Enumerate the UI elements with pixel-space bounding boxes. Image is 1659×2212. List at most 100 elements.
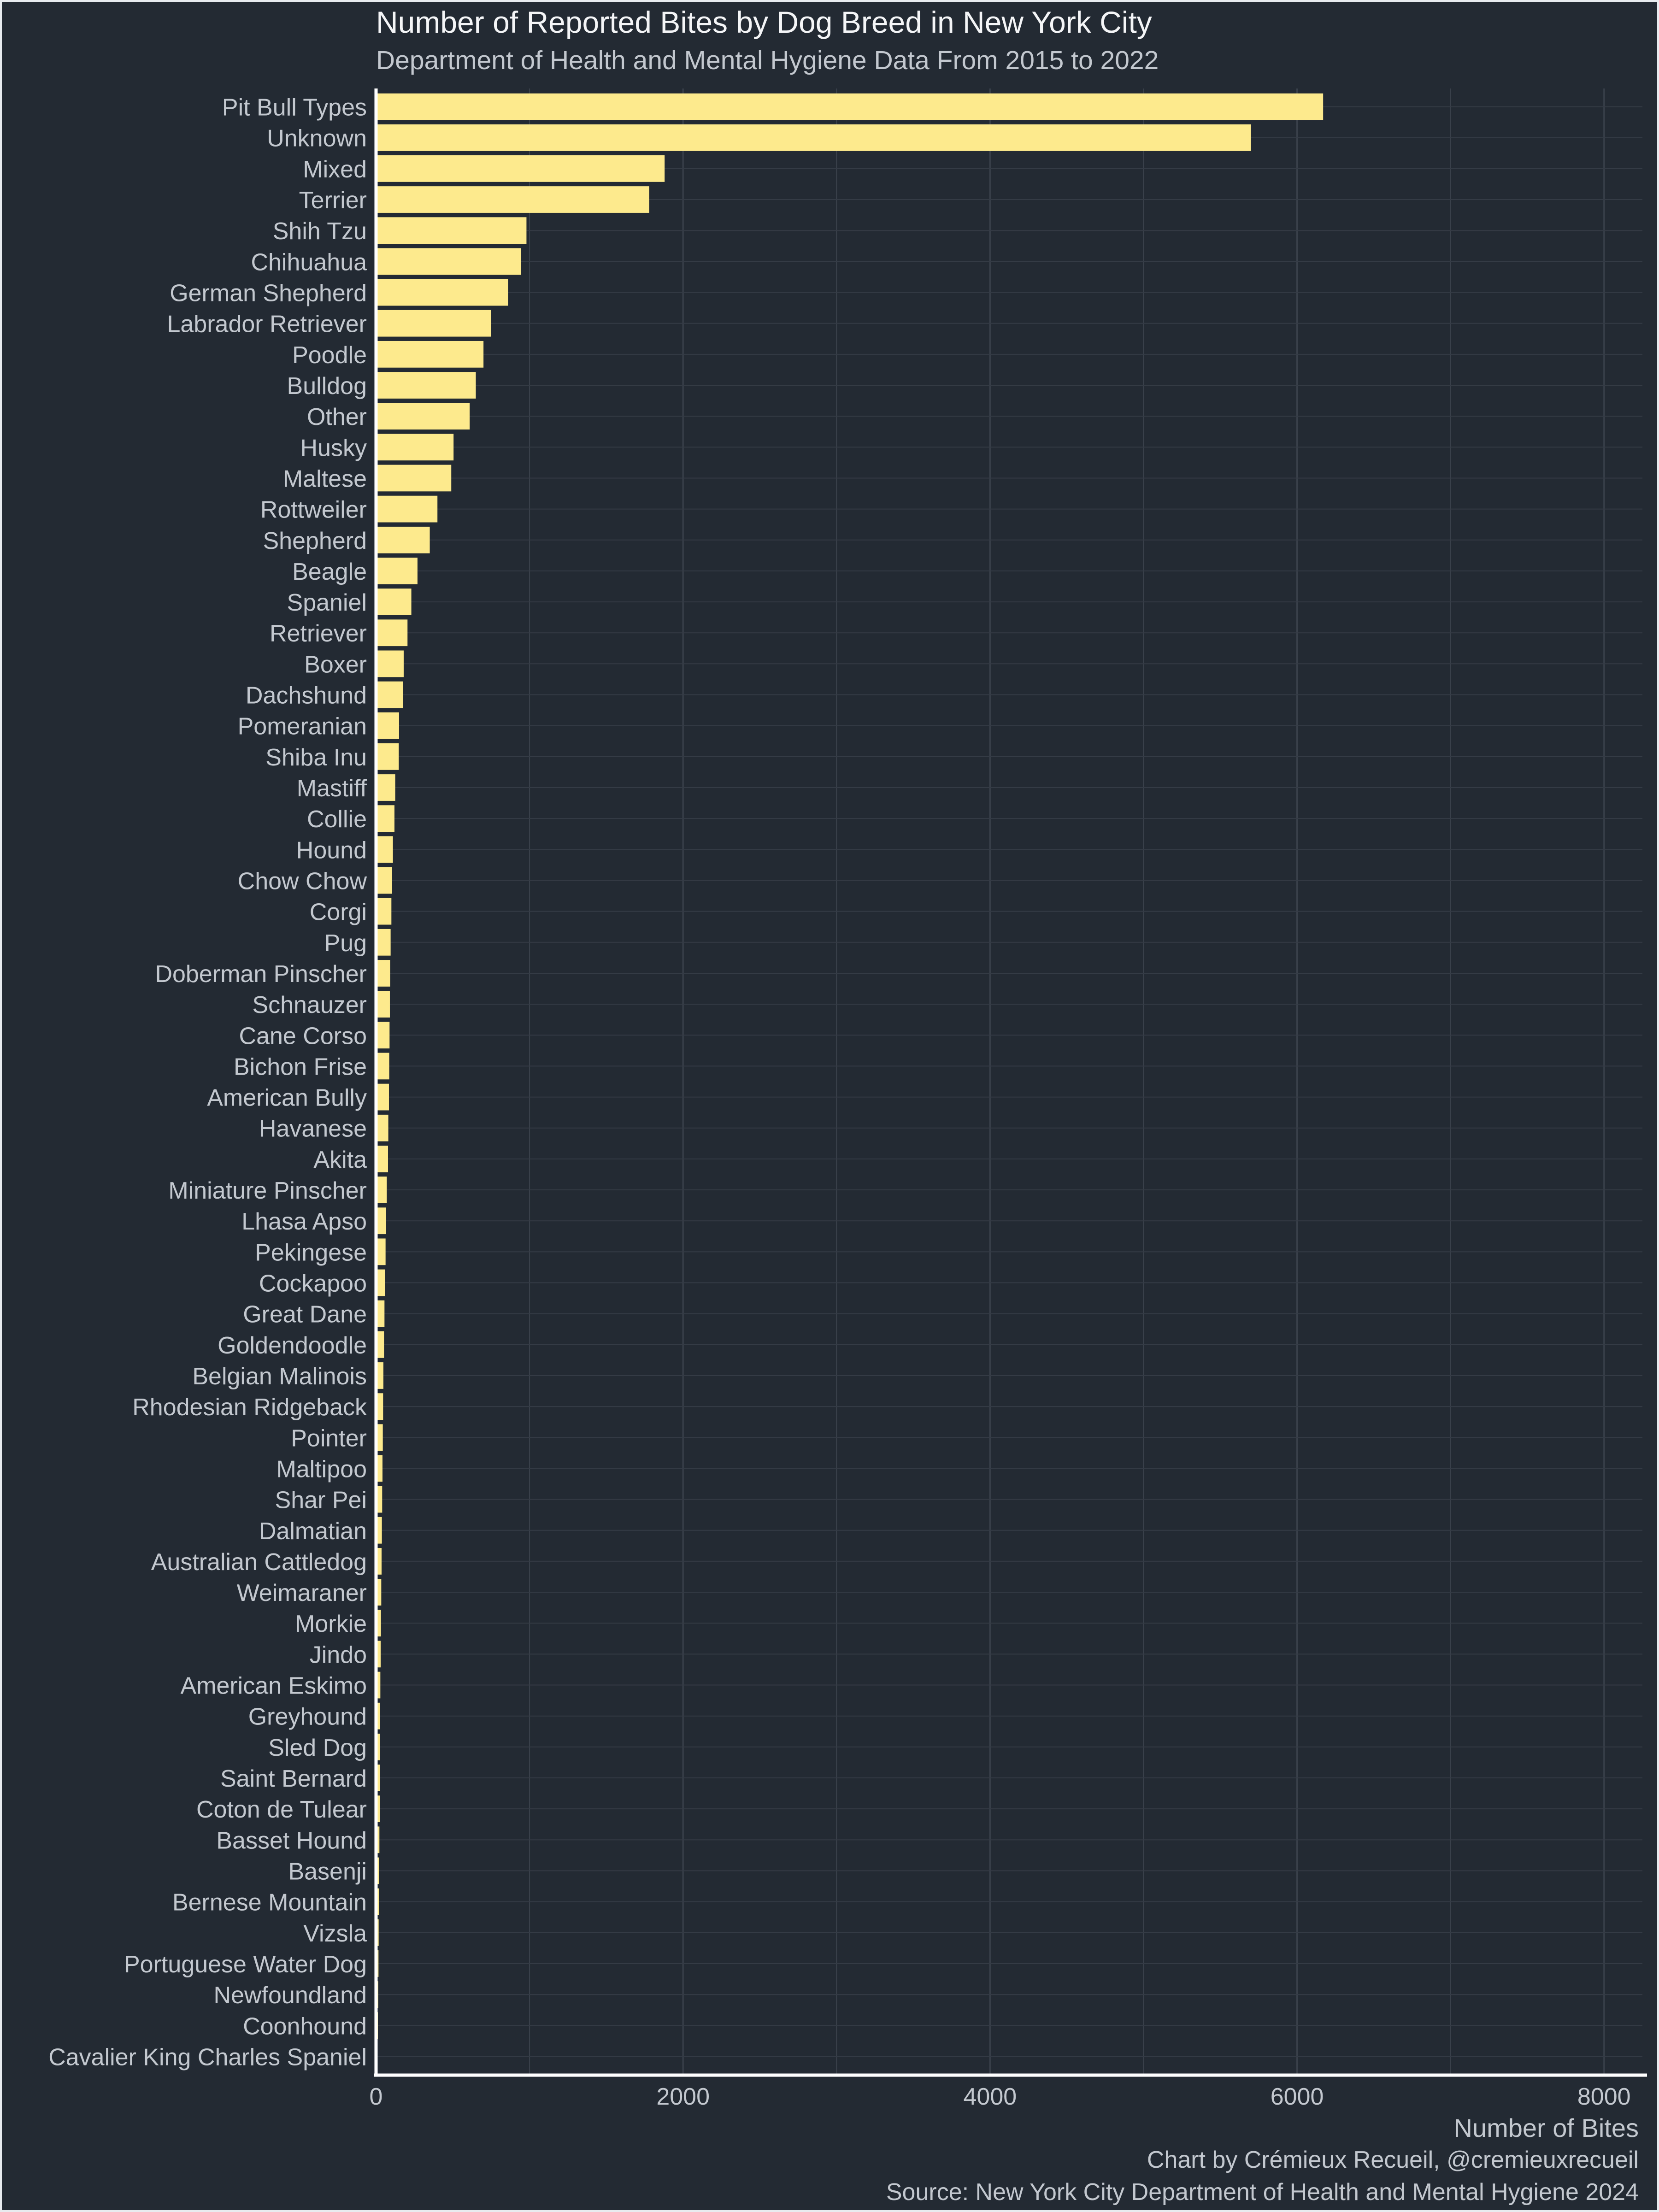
y-tick-label: Vizsla bbox=[303, 1920, 367, 1947]
y-tick-label: Jindo bbox=[310, 1641, 367, 1668]
y-tick-label: Saint Bernard bbox=[220, 1765, 367, 1792]
bar bbox=[376, 619, 408, 647]
bar bbox=[376, 372, 476, 399]
y-tick-label: Other bbox=[307, 404, 367, 430]
y-tick-label: Havanese bbox=[259, 1116, 367, 1142]
y-tick-label: Great Dane bbox=[243, 1301, 367, 1328]
y-tick-label: Husky bbox=[300, 435, 367, 461]
x-tick-label: 4000 bbox=[964, 2083, 1017, 2110]
bar bbox=[376, 1826, 380, 1853]
bar bbox=[376, 805, 394, 832]
y-tick-label: Dachshund bbox=[246, 682, 367, 709]
bar bbox=[376, 929, 391, 956]
bar bbox=[376, 1671, 381, 1699]
y-tick-label: Hound bbox=[296, 837, 367, 864]
y-tick-label: Spaniel bbox=[287, 589, 367, 616]
y-tick-label: Shiba Inu bbox=[265, 744, 367, 771]
y-tick-label: Rottweiler bbox=[260, 497, 367, 524]
chart-title: Number of Reported Bites by Dog Breed in… bbox=[376, 5, 1152, 39]
y-tick-label: Bulldog bbox=[287, 373, 367, 400]
y-tick-label: Schnauzer bbox=[252, 992, 367, 1018]
y-tick-label: Cavalier King Charles Spaniel bbox=[48, 2044, 367, 2071]
bar bbox=[376, 558, 418, 584]
y-tick-label: Greyhound bbox=[248, 1704, 367, 1730]
y-tick-label: Pomeranian bbox=[238, 713, 367, 740]
y-tick-label: Newfoundland bbox=[214, 1982, 367, 2009]
bar bbox=[376, 93, 1324, 120]
bar bbox=[376, 1795, 380, 1823]
chart-subtitle: Department of Health and Mental Hygiene … bbox=[376, 46, 1159, 75]
bar bbox=[376, 279, 508, 306]
y-tick-label: Pekingese bbox=[255, 1239, 367, 1266]
bar bbox=[376, 1146, 388, 1172]
bar bbox=[376, 1269, 385, 1296]
x-axis-tick-labels: 0 2000 4000 6000 8000 bbox=[370, 2083, 1631, 2110]
chart-source: Source: New York City Department of Heal… bbox=[886, 2179, 1639, 2206]
bar bbox=[376, 1114, 388, 1141]
y-tick-label: Basenji bbox=[288, 1858, 367, 1885]
y-tick-label: Chow Chow bbox=[238, 868, 367, 894]
bar bbox=[376, 526, 430, 553]
y-tick-label: Shih Tzu bbox=[273, 218, 367, 245]
bar bbox=[376, 836, 393, 863]
y-tick-label: Rhodesian Ridgeback bbox=[132, 1394, 367, 1421]
y-tick-label: Coonhound bbox=[243, 2013, 367, 2040]
bar bbox=[376, 403, 470, 430]
bar bbox=[376, 774, 395, 801]
y-tick-label: Unknown bbox=[267, 125, 367, 152]
bar bbox=[376, 1424, 383, 1451]
bar bbox=[376, 186, 649, 213]
y-tick-label: Cane Corso bbox=[239, 1023, 367, 1049]
y-tick-label: Beagle bbox=[292, 559, 367, 585]
y-tick-label: Goldendoodle bbox=[218, 1332, 367, 1359]
y-tick-label: Portuguese Water Dog bbox=[124, 1951, 367, 1978]
y-tick-label: Basset Hound bbox=[216, 1827, 367, 1854]
bar bbox=[376, 1300, 385, 1327]
bar bbox=[376, 1207, 386, 1235]
y-tick-label: Akita bbox=[313, 1147, 367, 1173]
bar bbox=[376, 960, 390, 987]
y-tick-label: Sled Dog bbox=[268, 1735, 367, 1761]
x-tick-label: 6000 bbox=[1271, 2083, 1324, 2110]
y-tick-label: Dalmatian bbox=[259, 1518, 367, 1545]
y-tick-label: Pug bbox=[324, 930, 367, 957]
x-tick-label: 8000 bbox=[1577, 2083, 1631, 2110]
bar bbox=[376, 155, 665, 182]
y-tick-label: Labrador Retriever bbox=[167, 311, 367, 338]
y-axis-labels: Pit Bull Types Unknown Mixed Terrier Shih Tz… bbox=[48, 94, 367, 2071]
y-tick-label: Corgi bbox=[310, 899, 367, 926]
y-tick-label: Shepherd bbox=[263, 528, 367, 554]
y-tick-label: Collie bbox=[307, 806, 367, 833]
y-tick-label: Boxer bbox=[304, 651, 367, 678]
y-tick-label: Cockapoo bbox=[259, 1271, 367, 1297]
bar bbox=[376, 1177, 387, 1203]
bar bbox=[376, 650, 404, 677]
bar bbox=[376, 1610, 381, 1637]
bar bbox=[376, 588, 412, 615]
y-tick-label: American Bully bbox=[207, 1085, 367, 1112]
bar bbox=[376, 743, 399, 770]
y-tick-label: Retriever bbox=[270, 620, 367, 647]
bar bbox=[376, 248, 521, 275]
bar bbox=[376, 310, 491, 337]
bar bbox=[376, 1238, 386, 1265]
y-tick-label: Morkie bbox=[295, 1611, 367, 1637]
bar bbox=[376, 1765, 380, 1791]
bar bbox=[376, 712, 399, 739]
bar bbox=[376, 1641, 381, 1668]
y-tick-label: Pit Bull Types bbox=[222, 94, 367, 121]
bar bbox=[376, 1702, 380, 1730]
bar bbox=[376, 1331, 384, 1358]
bar bbox=[376, 341, 484, 368]
bar bbox=[376, 217, 527, 244]
y-tick-label: Maltipoo bbox=[276, 1456, 367, 1483]
y-tick-label: Doberman Pinscher bbox=[155, 961, 367, 988]
y-tick-label: Bernese Mountain bbox=[172, 1889, 367, 1916]
y-tick-label: Bichon Frise bbox=[234, 1053, 367, 1080]
bar bbox=[376, 1579, 382, 1606]
bar bbox=[376, 991, 390, 1018]
bar bbox=[376, 1733, 380, 1760]
chart-credit: Chart by Crémieux Recueil, @cremieuxrecu… bbox=[1147, 2147, 1639, 2173]
